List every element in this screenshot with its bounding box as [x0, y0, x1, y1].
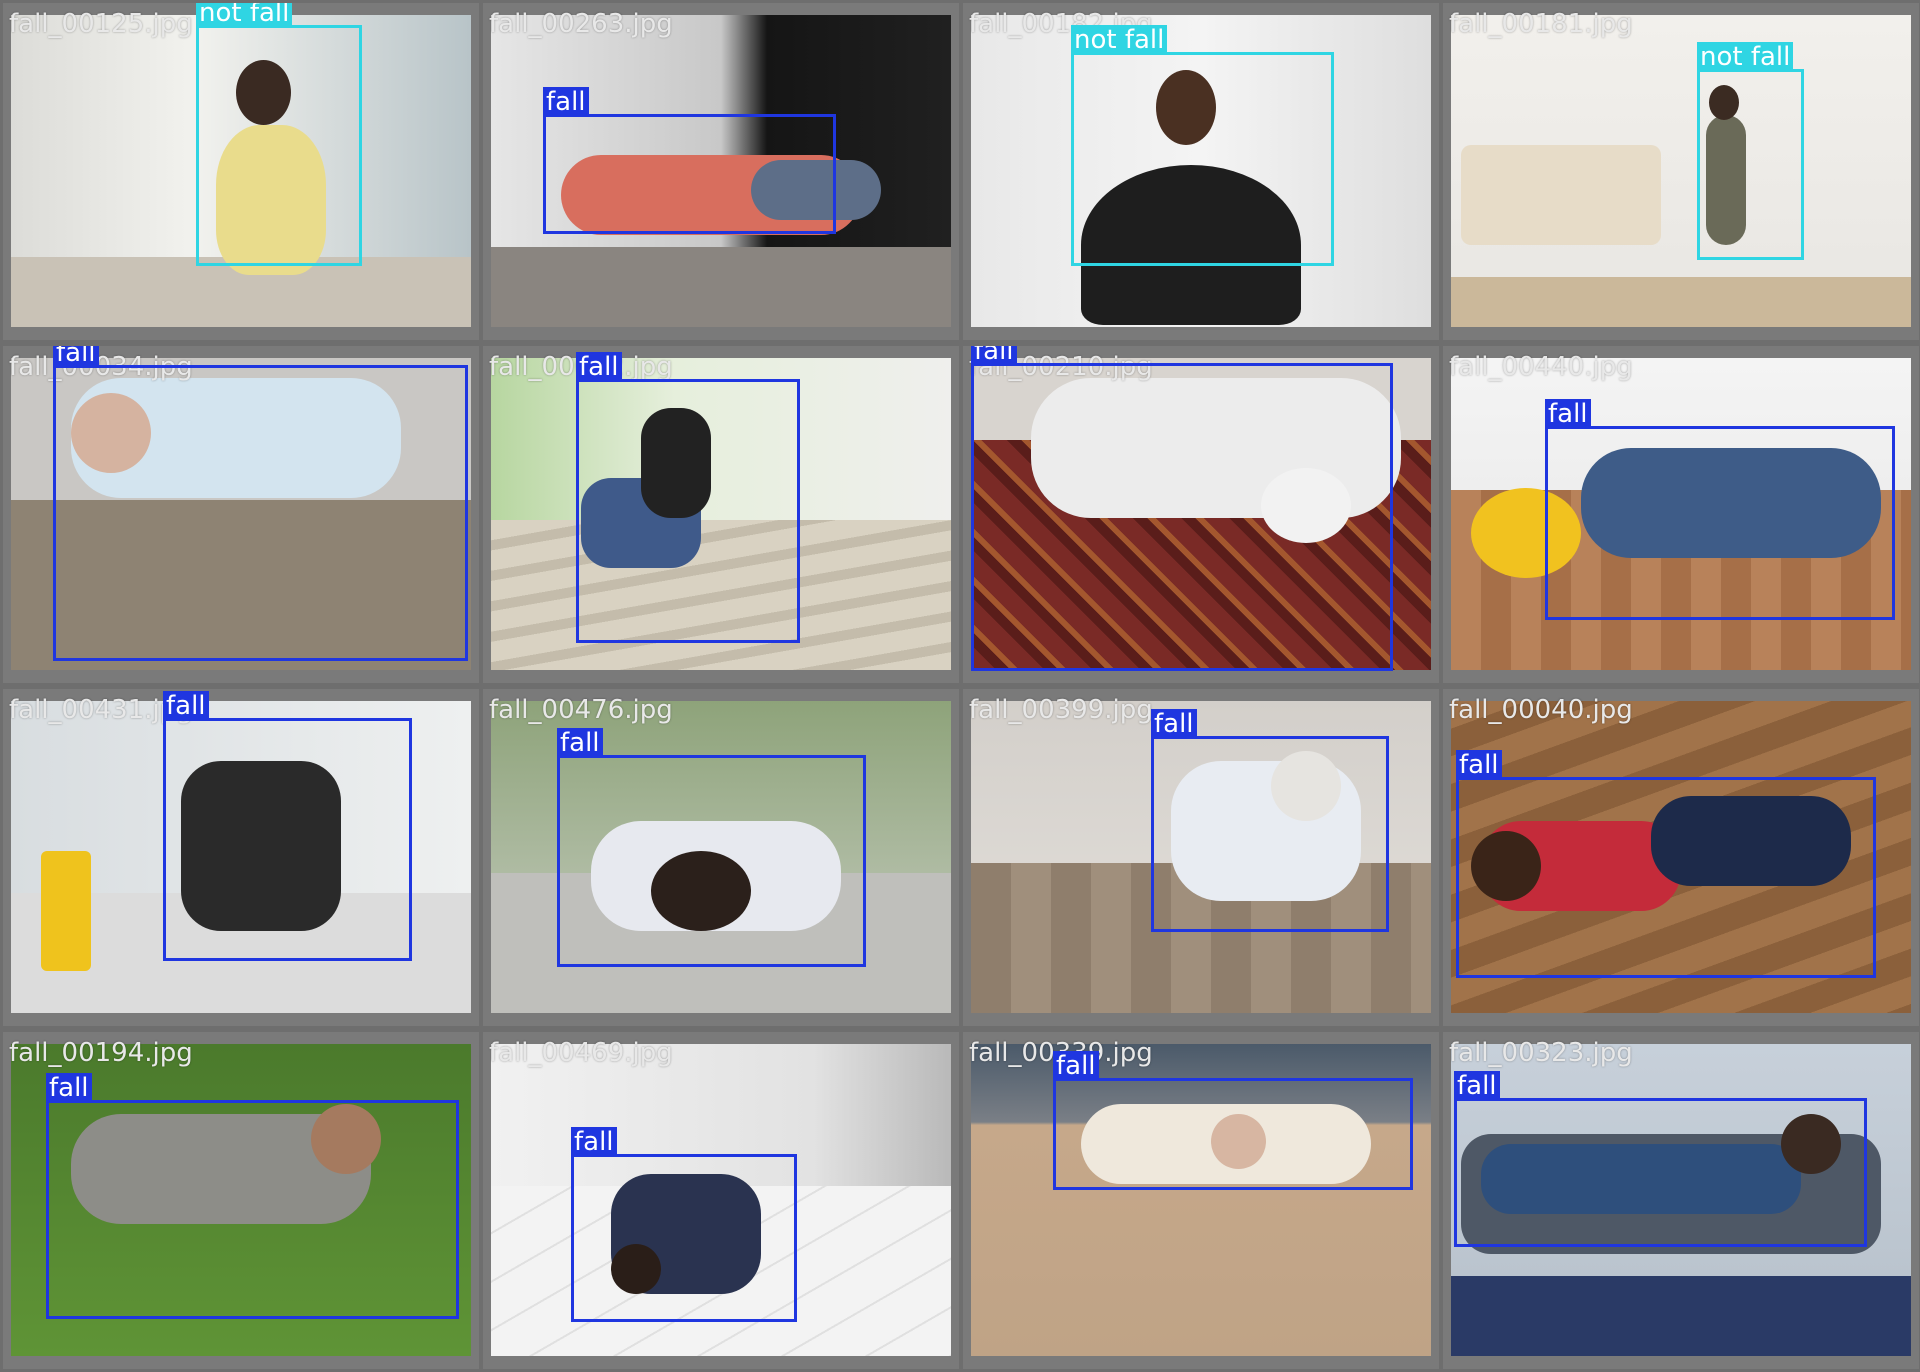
bounding-box[interactable]: fall — [576, 352, 800, 643]
photo — [971, 701, 1431, 1013]
bounding-box[interactable]: fall — [543, 87, 836, 234]
image-tile[interactable]: fall_00181.jpg not fall — [1443, 3, 1919, 340]
filename-label: fall_00194.jpg — [9, 1038, 193, 1068]
class-label: fall — [163, 691, 209, 721]
photo — [491, 358, 951, 670]
filename-label: fall_00431.jpg — [9, 695, 193, 725]
filename-label: fall_00440.jpg — [1449, 352, 1633, 382]
filename-label: fall_00399.jpg — [969, 695, 1153, 725]
class-label: fall — [1545, 399, 1591, 429]
bounding-box[interactable]: fall — [53, 346, 468, 661]
photo — [971, 358, 1431, 670]
bounding-box[interactable]: fall — [1454, 1071, 1867, 1247]
image-tile[interactable]: fall_00052.jpg fall — [483, 346, 959, 683]
photo — [11, 1044, 471, 1356]
class-label: not fall — [1071, 25, 1168, 55]
image-tile[interactable]: fall_00399.jpg fall — [963, 689, 1439, 1026]
image-tile[interactable]: fall_00040.jpg fall — [1443, 689, 1919, 1026]
bounding-box[interactable]: fall — [571, 1127, 797, 1322]
photo — [491, 1044, 951, 1356]
class-label: not fall — [1697, 42, 1794, 72]
image-tile[interactable]: fall_00210.jpg fall — [963, 346, 1439, 683]
class-label: fall — [576, 352, 622, 382]
class-label: fall — [1454, 1071, 1500, 1101]
image-tile[interactable]: fall_00476.jpg fall — [483, 689, 959, 1026]
image-tile[interactable]: fall_00263.jpg fall — [483, 3, 959, 340]
bounding-box[interactable]: fall — [1545, 399, 1895, 620]
class-label: fall — [971, 346, 1017, 366]
photo — [1451, 701, 1911, 1013]
photo — [971, 1044, 1431, 1356]
filename-label: fall_00476.jpg — [489, 695, 673, 725]
image-tile[interactable]: fall_00034.jpg fall — [3, 346, 479, 683]
photo — [971, 15, 1431, 327]
bounding-box[interactable]: not fall — [196, 3, 362, 266]
image-tile[interactable]: fall_00431.jpg fall — [3, 689, 479, 1026]
filename-label: fall_00181.jpg — [1449, 9, 1633, 39]
photo — [11, 701, 471, 1013]
class-label: fall — [1053, 1051, 1099, 1081]
class-label: fall — [53, 346, 99, 368]
bounding-box[interactable]: not fall — [1071, 25, 1334, 266]
class-label: fall — [1456, 750, 1502, 780]
filename-label: fall_00040.jpg — [1449, 695, 1633, 725]
filename-label: fall_00469.jpg — [489, 1038, 673, 1068]
image-tile[interactable]: fall_00440.jpg fall — [1443, 346, 1919, 683]
photo — [491, 15, 951, 327]
class-label: not fall — [196, 3, 293, 28]
bounding-box[interactable]: fall — [971, 346, 1393, 671]
bounding-box[interactable]: not fall — [1697, 42, 1804, 260]
bounding-box[interactable]: fall — [163, 691, 412, 961]
bounding-box[interactable]: fall — [1151, 709, 1389, 932]
image-tile[interactable]: fall_00469.jpg fall — [483, 1032, 959, 1369]
image-tile[interactable]: fall_00182.jpg not fall — [963, 3, 1439, 340]
class-label: fall — [571, 1127, 617, 1157]
bounding-box[interactable]: fall — [1456, 750, 1876, 978]
image-tile[interactable]: fall_00125.jpg not fall — [3, 3, 479, 340]
photo — [1451, 15, 1911, 327]
class-label: fall — [557, 728, 603, 758]
image-tile[interactable]: fall_00339.jpg fall — [963, 1032, 1439, 1369]
image-tile[interactable]: fall_00194.jpg fall — [3, 1032, 479, 1369]
photo — [11, 15, 471, 327]
bounding-box[interactable]: fall — [1053, 1051, 1413, 1190]
class-label: fall — [46, 1073, 92, 1103]
class-label: fall — [543, 87, 589, 117]
image-tile[interactable]: fall_00323.jpg fall — [1443, 1032, 1919, 1369]
filename-label: fall_00323.jpg — [1449, 1038, 1633, 1068]
photo — [1451, 1044, 1911, 1356]
class-label: fall — [1151, 709, 1197, 739]
filename-label: fall_00125.jpg — [9, 9, 193, 39]
photo — [11, 358, 471, 670]
bounding-box[interactable]: fall — [557, 728, 866, 967]
filename-label: fall_00263.jpg — [489, 9, 673, 39]
bounding-box[interactable]: fall — [46, 1073, 459, 1319]
